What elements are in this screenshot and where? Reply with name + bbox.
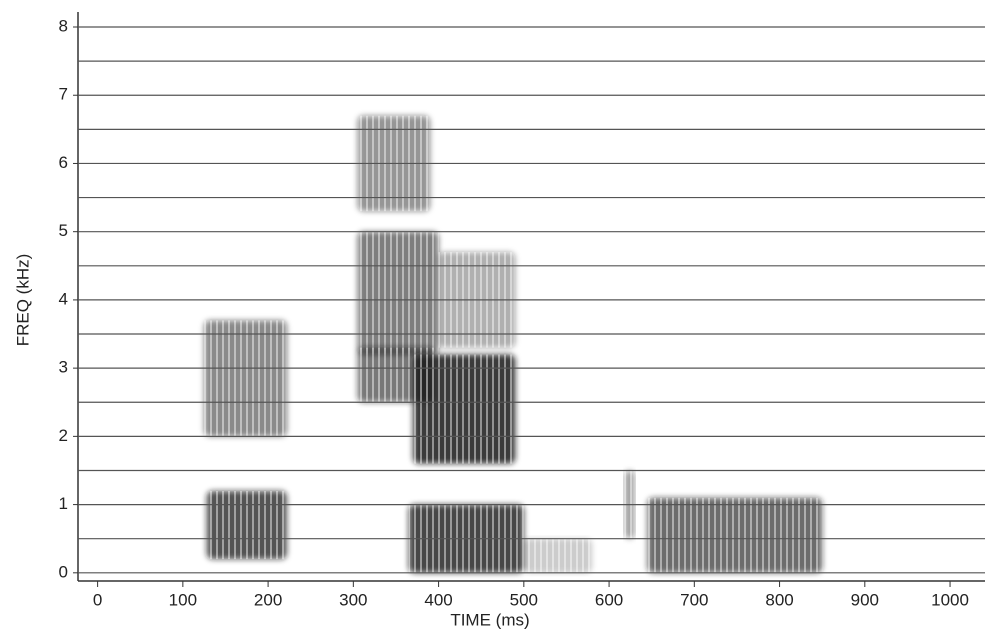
y-tick-label: 5 — [59, 221, 68, 240]
striation — [357, 231, 439, 355]
y-tick-label: 2 — [59, 426, 68, 445]
x-tick-label: 200 — [254, 590, 282, 609]
x-tick-label: 1000 — [931, 590, 969, 609]
x-tick-label: 700 — [680, 590, 708, 609]
x-tick-label: 300 — [339, 590, 367, 609]
striation — [413, 354, 516, 464]
x-tick-label: 500 — [510, 590, 538, 609]
x-tick-label: 900 — [851, 590, 879, 609]
y-tick-label: 0 — [59, 562, 68, 581]
x-tick-label: 100 — [169, 590, 197, 609]
striation — [206, 490, 287, 560]
y-tick-label: 8 — [59, 16, 68, 35]
x-tick-label: 600 — [595, 590, 623, 609]
x-tick-label: 400 — [424, 590, 452, 609]
x-axis-label: TIME (ms) — [450, 610, 529, 629]
x-tick-label: 0 — [93, 590, 102, 609]
striation — [647, 497, 823, 573]
striation — [204, 320, 287, 437]
y-tick-label: 7 — [59, 85, 68, 104]
y-tick-label: 6 — [59, 153, 68, 172]
y-tick-label: 4 — [59, 289, 68, 308]
y-axis-label: FREQ (kHz) — [13, 254, 32, 347]
y-tick-label: 1 — [59, 494, 68, 513]
striation — [523, 538, 593, 573]
x-tick-label: 800 — [765, 590, 793, 609]
y-tick-label: 3 — [59, 358, 68, 377]
